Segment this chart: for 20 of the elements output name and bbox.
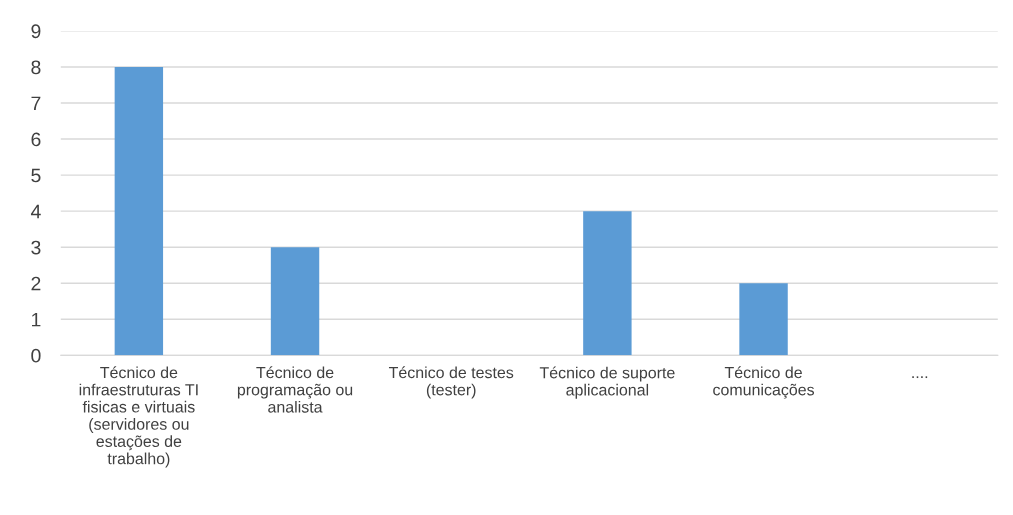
- bar: [739, 283, 788, 356]
- y-tick-label: 9: [31, 24, 41, 39]
- bar: [270, 247, 320, 356]
- y-tick-label: 4: [30, 204, 41, 219]
- y-tick-label: 1: [32, 312, 41, 327]
- x-tick-label: Técnico de testes (tester): [388, 366, 514, 399]
- x-tick-label: Técnico de comunicações: [713, 366, 815, 399]
- bar: [114, 66, 164, 356]
- bar: [583, 211, 632, 356]
- y-tick-label: 5: [31, 168, 41, 183]
- y-tick-label: 3: [31, 240, 41, 255]
- y-tick-label: 2: [31, 276, 41, 291]
- y-tick-label: 7: [31, 96, 41, 111]
- y-tick-label: 0: [31, 348, 41, 363]
- y-tick-label: 6: [31, 132, 41, 147]
- x-tick-label: Técnico de programação ou analista: [237, 366, 353, 413]
- x-tick-label: ....: [912, 376, 928, 379]
- x-tick-label: Técnico de suporte aplicacional: [539, 366, 675, 399]
- y-tick-label: 8: [31, 60, 41, 75]
- x-tick-label: Técnico de infraestruturas TI fisicas e virtuais (servidores ou estações de trabalho): [79, 366, 198, 468]
